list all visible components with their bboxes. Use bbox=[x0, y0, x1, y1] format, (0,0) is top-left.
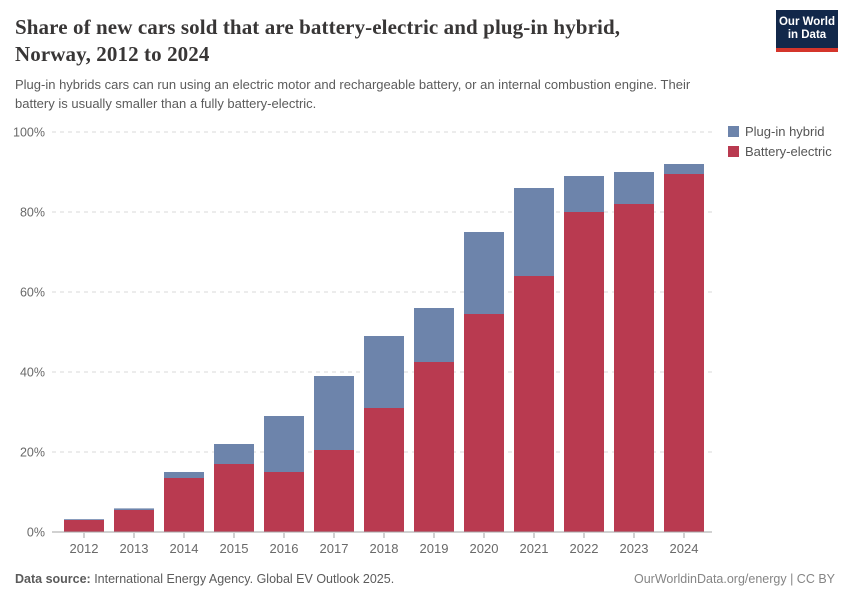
bar-segment-battery-electric-2016[interactable] bbox=[264, 472, 304, 532]
bar-segment-plug-in-hybrid-2018[interactable] bbox=[364, 336, 404, 408]
stacked-bar-chart: 0% 20% 40% 60% 80% 100% 2012 2013 2014 2015 2016 20… bbox=[0, 115, 850, 565]
bar-segment-battery-electric-2018[interactable] bbox=[364, 408, 404, 532]
y-axis-tick-label: 40% bbox=[20, 366, 45, 380]
x-axis-year-label: 2023 bbox=[620, 541, 649, 556]
bar-segment-battery-electric-2014[interactable] bbox=[164, 478, 204, 532]
title-line-1: Share of new cars sold that are battery-… bbox=[15, 15, 621, 39]
bar-segment-battery-electric-2013[interactable] bbox=[114, 510, 154, 532]
bar-segment-plug-in-hybrid-2012[interactable] bbox=[64, 519, 104, 520]
chart-legend: Plug-in hybrid Battery-electric bbox=[728, 124, 832, 159]
subtitle-line-2: battery is usually smaller than a fully … bbox=[15, 95, 317, 111]
bar-segment-battery-electric-2017[interactable] bbox=[314, 450, 354, 532]
legend-label: Battery-electric bbox=[745, 144, 832, 159]
y-axis-tick-label: 100% bbox=[13, 126, 45, 140]
x-axis-year-label: 2013 bbox=[120, 541, 149, 556]
x-axis-year-label: 2018 bbox=[370, 541, 399, 556]
chart-subtitle: Plug-in hybrids cars can run using an el… bbox=[15, 76, 690, 114]
bar-segment-battery-electric-2019[interactable] bbox=[414, 362, 454, 532]
bar-segment-battery-electric-2015[interactable] bbox=[214, 464, 254, 532]
bar-segment-plug-in-hybrid-2013[interactable] bbox=[114, 508, 154, 510]
title-line-2: Norway, 2012 to 2024 bbox=[15, 42, 210, 67]
bar-segment-plug-in-hybrid-2023[interactable] bbox=[614, 172, 654, 204]
credit-link[interactable]: OurWorldinData.org/energy | CC BY bbox=[633, 572, 835, 586]
bar-segment-battery-electric-2024[interactable] bbox=[664, 174, 704, 532]
chart-svg: 0% 20% 40% 60% 80% 100% 2012 2013 2014 2015 2016 20… bbox=[13, 126, 712, 556]
bar-segment-plug-in-hybrid-2021[interactable] bbox=[514, 188, 554, 276]
y-axis-tick-label: 80% bbox=[20, 206, 45, 220]
x-axis-year-label: 2020 bbox=[470, 541, 499, 556]
x-axis-year-label: 2015 bbox=[220, 541, 249, 556]
bar-segment-plug-in-hybrid-2020[interactable] bbox=[464, 232, 504, 314]
bar-segment-plug-in-hybrid-2016[interactable] bbox=[264, 416, 304, 472]
x-axis-year-label: 2017 bbox=[320, 541, 349, 556]
owid-logo[interactable]: Our World in Data bbox=[776, 10, 838, 52]
data-source-label: Data source: bbox=[15, 572, 91, 586]
x-axis-year-label: 2022 bbox=[570, 541, 599, 556]
y-axis-tick-label: 60% bbox=[20, 286, 45, 300]
subtitle-line-1: Plug-in hybrids cars can run using an el… bbox=[15, 77, 691, 92]
x-axis-year-label: 2019 bbox=[420, 541, 449, 556]
bar-segment-plug-in-hybrid-2017[interactable] bbox=[314, 376, 354, 450]
bar-segment-battery-electric-2022[interactable] bbox=[564, 212, 604, 532]
bar-segment-battery-electric-2012[interactable] bbox=[64, 520, 104, 532]
owid-logo-line-2: in Data bbox=[787, 29, 827, 41]
legend-label: Plug-in hybrid bbox=[745, 124, 825, 139]
battery-electric-swatch-icon bbox=[728, 146, 739, 157]
legend-item-battery-electric[interactable]: Battery-electric bbox=[728, 144, 832, 159]
data-source-note: Data source: International Energy Agency… bbox=[15, 572, 394, 586]
owid-logo-line-1: Our World bbox=[778, 15, 835, 28]
plug-in-hybrid-swatch-icon bbox=[728, 126, 739, 137]
y-axis-tick-label: 20% bbox=[20, 446, 45, 460]
x-axis-year-label: 2016 bbox=[270, 541, 299, 556]
bar-segment-plug-in-hybrid-2015[interactable] bbox=[214, 444, 254, 464]
bar-segment-plug-in-hybrid-2014[interactable] bbox=[164, 472, 204, 478]
data-source-text: International Energy Agency. Global EV O… bbox=[90, 572, 395, 586]
chart-footer: Data source: International Energy Agency… bbox=[15, 572, 835, 586]
y-axis-tick-label: 0% bbox=[27, 526, 45, 540]
bar-segment-battery-electric-2020[interactable] bbox=[464, 314, 504, 532]
bar-segment-battery-electric-2021[interactable] bbox=[514, 276, 554, 532]
x-axis-year-label: 2014 bbox=[170, 541, 199, 556]
bar-segment-plug-in-hybrid-2019[interactable] bbox=[414, 308, 454, 362]
x-axis-year-label: 2024 bbox=[670, 541, 699, 556]
bar-segment-battery-electric-2023[interactable] bbox=[614, 204, 654, 532]
x-axis-year-label: 2021 bbox=[520, 541, 549, 556]
bar-segment-plug-in-hybrid-2024[interactable] bbox=[664, 164, 704, 174]
page-title: Share of new cars sold that are battery-… bbox=[15, 14, 620, 69]
bar-segment-plug-in-hybrid-2022[interactable] bbox=[564, 176, 604, 212]
legend-item-plug-in-hybrid[interactable]: Plug-in hybrid bbox=[728, 124, 832, 139]
x-axis-year-label: 2012 bbox=[70, 541, 99, 556]
